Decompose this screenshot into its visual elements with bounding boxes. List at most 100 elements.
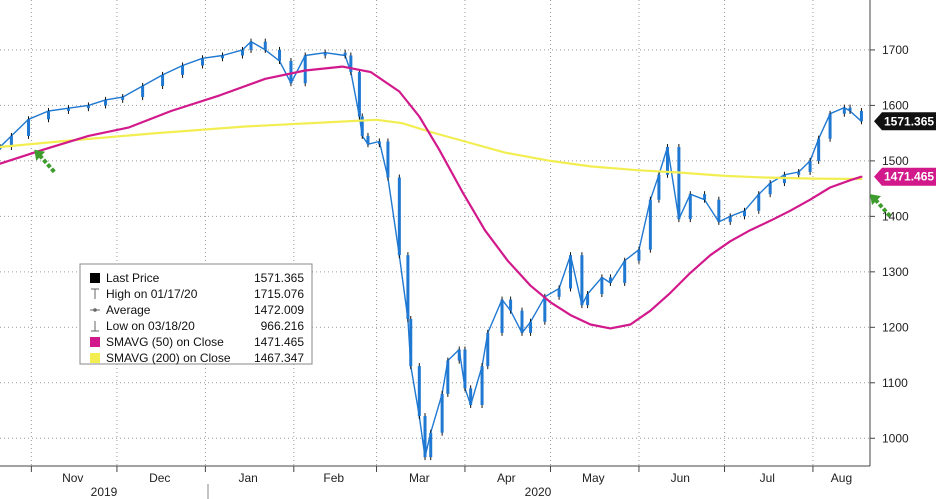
price-point <box>457 349 461 361</box>
price-point <box>201 58 205 66</box>
price-point <box>181 65 185 75</box>
price-point <box>397 177 401 256</box>
y-tick-label: 1600 <box>882 98 909 112</box>
y-tick-label: 1100 <box>882 376 908 390</box>
price-point <box>688 194 692 220</box>
price-point <box>717 199 721 222</box>
price-point <box>728 216 732 222</box>
price-point <box>703 194 707 200</box>
series-line-last-price <box>0 40 863 458</box>
x-tick-label-month: Feb <box>323 471 344 485</box>
green-arrow <box>36 152 56 174</box>
last-price-tag <box>874 112 936 131</box>
annotation-layer <box>34 149 892 218</box>
price-point <box>500 299 504 333</box>
price-point <box>343 52 347 56</box>
price-point <box>86 105 90 109</box>
x-tick-label-month: Aug <box>831 471 852 485</box>
legend-marker-average-dot <box>93 308 97 312</box>
price-point <box>141 85 145 98</box>
price-point <box>278 49 282 62</box>
price-point <box>423 416 427 458</box>
price-point <box>586 294 590 306</box>
legend-value: 1715.076 <box>254 287 304 301</box>
price-point <box>417 366 421 417</box>
x-tick-label-month: Jan <box>238 471 257 485</box>
price-point <box>161 74 165 86</box>
legend-label: Average <box>106 303 151 317</box>
price-point <box>557 288 561 297</box>
price-point <box>360 116 364 136</box>
price-point <box>46 110 50 120</box>
price-point <box>429 432 433 458</box>
legend-value: 1472.009 <box>254 303 304 317</box>
price-point <box>529 321 533 333</box>
x-tick-label-month: Nov <box>62 471 83 485</box>
price-point <box>665 147 669 175</box>
price-point <box>377 141 381 145</box>
x-tick-label-month: Jul <box>760 471 775 485</box>
x-tick-label-month: Apr <box>497 471 516 485</box>
price-point <box>808 160 812 172</box>
y-tick-label: 1200 <box>882 320 909 334</box>
price-point <box>409 318 413 367</box>
price-point <box>797 171 801 175</box>
series-line-sma200 <box>0 118 863 181</box>
price-point <box>486 332 490 367</box>
price-point <box>121 97 125 100</box>
price-point <box>463 349 467 389</box>
y-tick-label: 1500 <box>882 154 909 168</box>
price-point <box>289 61 293 84</box>
y-tick-label: 1300 <box>882 265 909 279</box>
price-point <box>469 388 473 405</box>
legend-label: SMAVG (200) on Close <box>106 351 231 365</box>
series-line-sma50 <box>0 65 863 330</box>
price-point <box>657 174 661 200</box>
price-point <box>104 99 108 106</box>
price-point <box>509 299 513 311</box>
price-point <box>580 255 584 306</box>
legend: Last Price 1571.365 High on 01/17/20 1715.0… <box>79 263 313 365</box>
price-point <box>9 135 13 148</box>
price-point <box>623 260 627 283</box>
legend-marker-square <box>90 337 100 347</box>
x-tick-label-month: Jun <box>671 471 690 485</box>
legend-box <box>79 263 313 365</box>
green-arrow <box>872 196 892 218</box>
legend-label: High on 01/17/20 <box>106 287 198 301</box>
price-point <box>768 183 772 195</box>
plot-background <box>0 0 870 466</box>
price-point <box>568 255 572 289</box>
price-point <box>249 41 253 50</box>
price-point <box>742 210 746 217</box>
price-point <box>480 366 484 405</box>
legend-value: 966.216 <box>261 319 305 333</box>
price-point <box>303 55 307 84</box>
price-point <box>859 110 863 122</box>
price-point <box>637 249 641 261</box>
price-point <box>386 141 390 178</box>
x-tick-label-year: 2020 <box>525 485 552 499</box>
legend-marker-square <box>90 353 100 363</box>
price-point <box>66 108 70 111</box>
x-axis: Nov Dec Jan Feb Mar Apr May Jun Jul Aug 2019 2020 <box>0 465 870 499</box>
last-price-tag-label: 1571.365 <box>884 114 934 128</box>
legend-value: 1571.365 <box>254 271 304 285</box>
price-point <box>323 52 327 56</box>
price-point <box>677 147 681 220</box>
x-tick-label-month: May <box>582 471 605 485</box>
series-layer <box>0 38 863 461</box>
price-point <box>263 41 267 50</box>
x-tick-label-month: Mar <box>409 471 430 485</box>
legend-label: Low on 03/18/20 <box>106 319 195 333</box>
legend-label: SMAVG (50) on Close <box>106 335 224 349</box>
price-point <box>600 277 604 295</box>
sma50-tag-label: 1471.465 <box>884 170 934 184</box>
legend-label: Last Price <box>106 271 160 285</box>
tag-layer: 1571.365 1471.465 <box>874 112 936 186</box>
price-point <box>757 194 761 211</box>
green-arrow-head <box>34 149 46 161</box>
price-point <box>220 55 224 59</box>
